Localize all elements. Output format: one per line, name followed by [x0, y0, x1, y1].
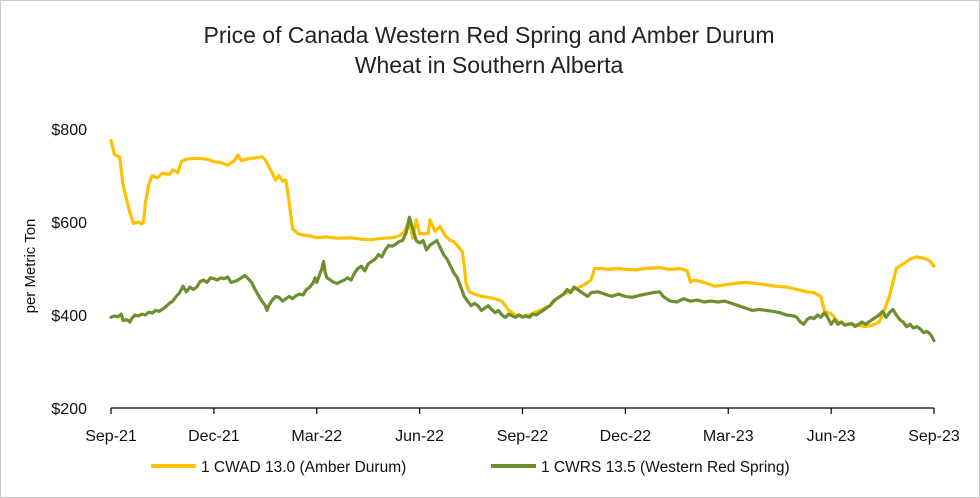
y-axis: $200 $400 $600 $800: [51, 122, 87, 418]
x-tick-label: Jun-22: [395, 428, 444, 445]
chart-title-line-1: Price of Canada Western Red Spring and A…: [203, 22, 774, 48]
y-tick-label: $200: [51, 401, 87, 418]
x-tick-label: Mar-23: [703, 428, 754, 445]
x-axis: Sep-21 Dec-21 Mar-22 Jun-22 Sep-22 Dec-22 Mar-…: [85, 407, 960, 445]
series-line-amber-durum: [109, 139, 936, 329]
x-tick-label: Sep-23: [908, 428, 960, 445]
legend-label-amber-durum: 1 CWAD 13.0 (Amber Durum): [201, 459, 406, 476]
legend-label-western-red-spring: 1 CWRS 13.5 (Western Red Spring): [541, 459, 790, 476]
y-tick-label: $400: [51, 308, 87, 325]
x-tick-label: Sep-22: [497, 428, 549, 445]
y-axis-title: per Metric Ton: [22, 219, 39, 314]
x-tick-label: Dec-22: [600, 428, 652, 445]
legend: 1 CWAD 13.0 (Amber Durum) 1 CWRS 13.5 (W…: [151, 459, 790, 476]
x-tick-label: Mar-22: [291, 428, 342, 445]
x-tick-label: Dec-21: [188, 428, 240, 445]
y-tick-label: $800: [51, 122, 87, 139]
x-tick-label: Jun-23: [807, 428, 856, 445]
series-line-western-red-spring: [109, 215, 936, 343]
series-lines: [109, 139, 936, 343]
chart-title-line-2: Wheat in Southern Alberta: [355, 52, 624, 78]
y-tick-label: $600: [51, 215, 87, 232]
x-tick-label: Sep-21: [85, 428, 137, 445]
